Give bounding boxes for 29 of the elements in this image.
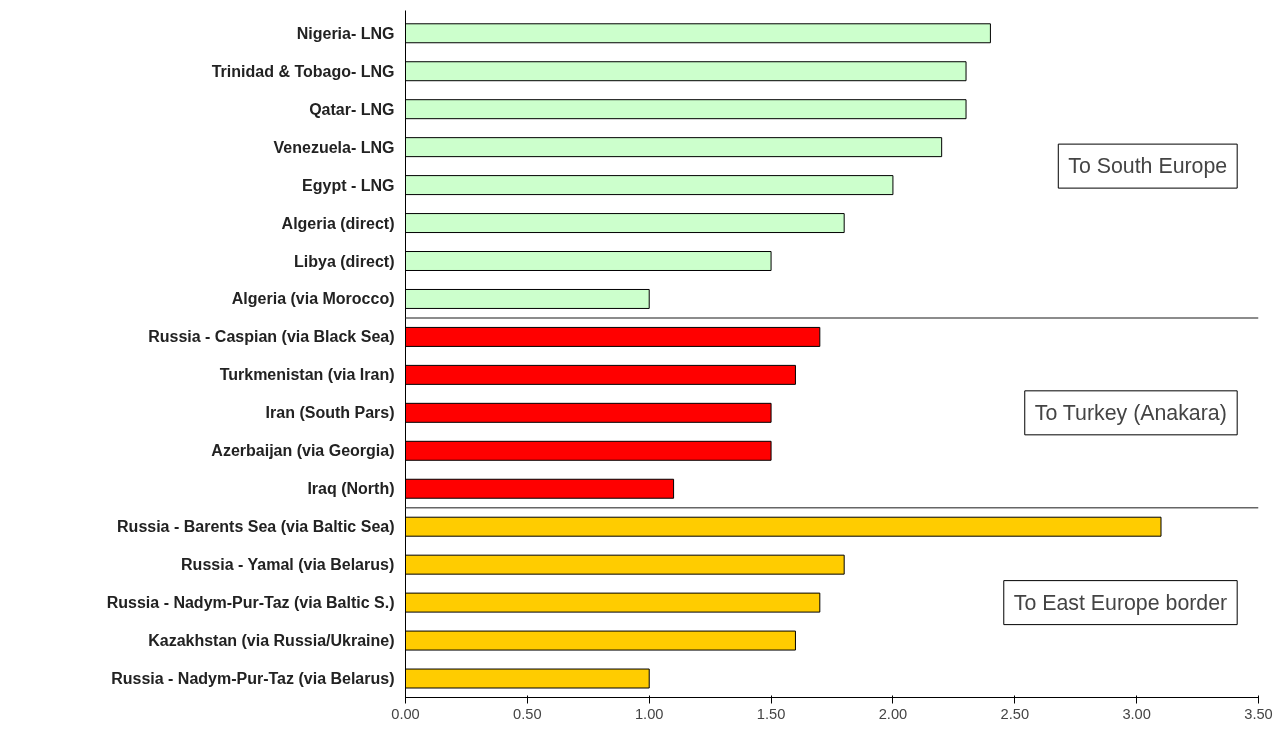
y-tick-label: Russia - Yamal (via Belarus) [181, 556, 395, 574]
y-tick-label: Qatar- LNG [309, 100, 395, 118]
y-tick-label: Russia - Barents Sea (via Baltic Sea) [117, 518, 395, 536]
y-tick-label: Iraq (North) [307, 480, 395, 498]
y-tick-label: Russia - Caspian (via Black Sea) [148, 328, 395, 346]
y-tick-label: Russia - Nadym-Pur-Taz (via Belarus) [111, 670, 395, 688]
y-tick-label: Algeria (via Morocco) [231, 290, 395, 308]
y-tick-label: Nigeria- LNG [296, 24, 395, 42]
x-tick-label: 2.50 [1000, 705, 1030, 722]
y-tick-label: Turkmenistan (via Iran) [219, 366, 395, 384]
y-tick-label: Venezuela- LNG [273, 138, 395, 156]
x-tick-label: 3.00 [1122, 705, 1151, 722]
y-tick-label: Libya (direct) [294, 252, 395, 270]
annotation: To Turkey (Anakara) [1034, 400, 1227, 425]
y-tick-label: Kazakhstan (via Russia/Ukraine) [148, 632, 395, 650]
y-tick-label: Russia - Nadym-Pur-Taz (via Baltic S.) [106, 594, 395, 612]
x-tick-label: 0.50 [513, 705, 542, 722]
y-tick-label: Algeria (direct) [281, 214, 395, 232]
y-tick-label: Iran (South Pars) [265, 404, 395, 422]
x-tick-label: 1.50 [756, 705, 786, 722]
y-tick-label: Trinidad & Tobago- LNG [211, 62, 395, 80]
x-tick-label: 2.00 [878, 705, 908, 722]
y-tick-label: Azerbaijan (via Georgia) [211, 442, 395, 460]
x-tick-label: 3.50 [1244, 705, 1273, 722]
x-tick-label: 0.00 [391, 705, 420, 722]
x-tick-label: 1.00 [634, 705, 664, 722]
annotation: To East Europe border [1013, 590, 1228, 615]
annotation: To South Europe [1068, 154, 1228, 179]
y-tick-label: Egypt - LNG [302, 176, 395, 194]
